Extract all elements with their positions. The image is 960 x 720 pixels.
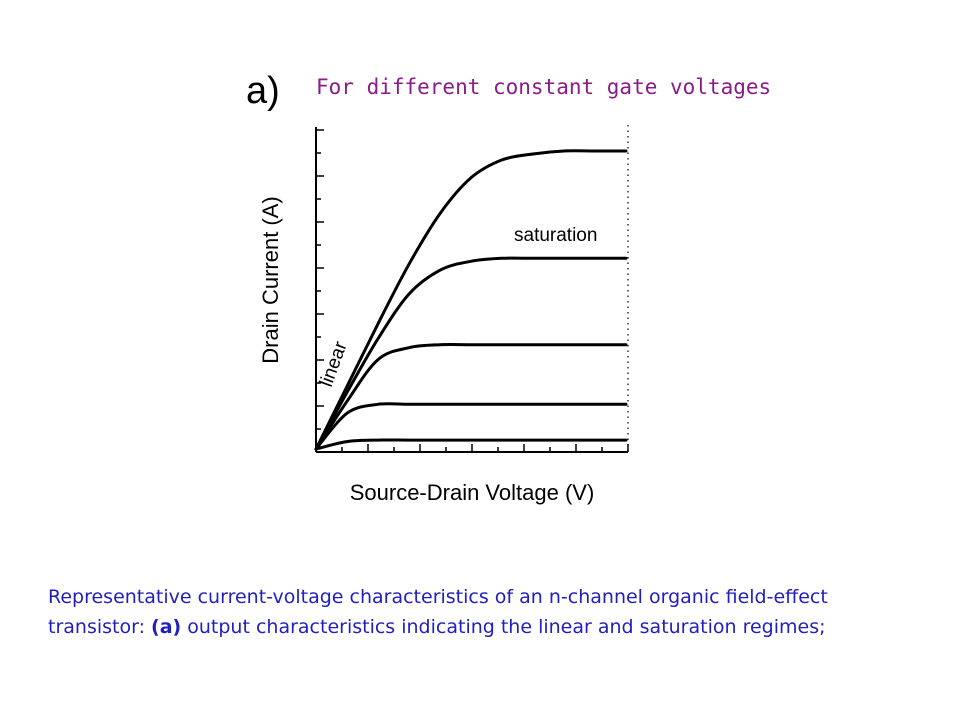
- subtitle: For different constant gate voltages: [316, 75, 771, 99]
- iv-curve-1: [314, 149, 628, 451]
- annotation-linear: linear: [316, 338, 352, 389]
- curves-group: [314, 149, 628, 451]
- iv-curve-2: [314, 256, 628, 451]
- iv-chart: linear saturation Source-Drain Voltage (…: [258, 125, 629, 505]
- iv-curve-3: [314, 342, 628, 451]
- iv-curve-5: [314, 438, 628, 451]
- y-axis-label: Drain Current (A): [258, 196, 283, 363]
- axis-ticks: [315, 129, 629, 453]
- panel-label: a): [246, 70, 280, 112]
- x-axis-label: Source-Drain Voltage (V): [350, 480, 595, 505]
- caption-part1: Representative current-voltage character…: [48, 586, 828, 638]
- annotation-saturation: saturation: [514, 225, 597, 246]
- caption-bold-label: (a): [151, 616, 182, 638]
- caption: Representative current-voltage character…: [48, 582, 928, 642]
- iv-curve-4: [314, 402, 628, 451]
- caption-part2: output characteristics indicating the li…: [181, 616, 826, 638]
